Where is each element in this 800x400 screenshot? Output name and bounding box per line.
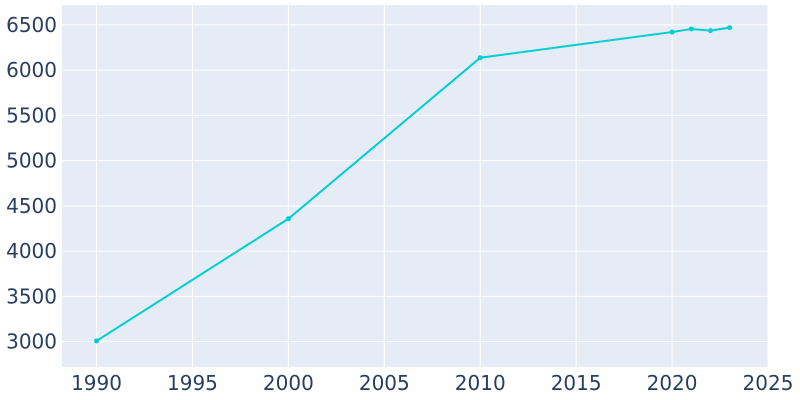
x-tick-label: 2005 [359,371,410,395]
data-point [707,28,713,34]
x-axis-tick-labels: 1990 1995 2000 2005 2010 2015 2020 2025 [71,371,793,395]
plot-area [62,5,768,367]
x-tick-label: 2015 [551,371,602,395]
y-tick-label: 3500 [6,284,57,308]
x-gridlines [96,5,769,367]
data-point [94,338,100,344]
y-gridlines [62,24,768,343]
y-tick-label: 6500 [6,13,57,37]
y-tick-label: 4500 [6,194,57,218]
y-tick-label: 6000 [6,58,57,82]
y-tick-label: 4000 [6,239,57,263]
x-tick-label: 2000 [263,371,314,395]
y-axis-tick-labels: 3000 3500 4000 4500 5000 5500 6000 6500 [6,13,57,354]
data-point [688,26,694,32]
series-layer [94,25,733,344]
data-point [285,216,291,222]
data-point [669,29,675,35]
y-tick-label: 3000 [6,330,57,354]
x-tick-label: 2010 [455,371,506,395]
y-tick-label: 5500 [6,103,57,127]
y-tick-label: 5000 [6,149,57,173]
x-tick-label: 2020 [647,371,698,395]
data-point [727,25,733,31]
x-tick-label: 2025 [743,371,794,395]
data-point [477,55,483,61]
x-tick-label: 1990 [71,371,122,395]
x-tick-label: 1995 [167,371,218,395]
